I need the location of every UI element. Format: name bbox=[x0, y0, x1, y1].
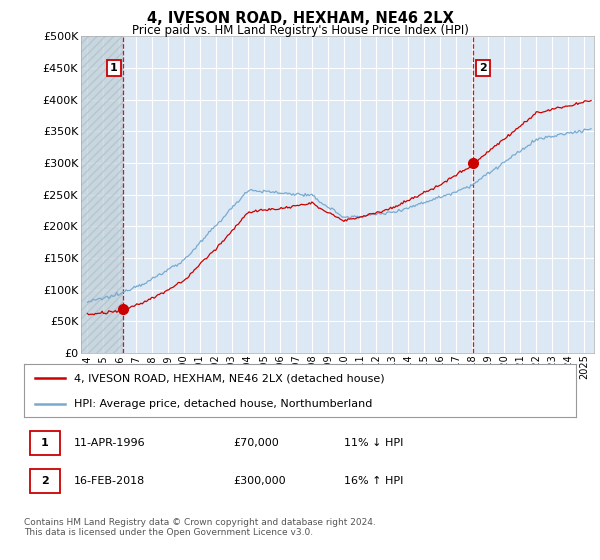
Text: 16% ↑ HPI: 16% ↑ HPI bbox=[344, 476, 404, 486]
Text: 2: 2 bbox=[479, 63, 487, 73]
Text: £300,000: £300,000 bbox=[234, 476, 286, 486]
FancyBboxPatch shape bbox=[29, 469, 60, 493]
Text: 4, IVESON ROAD, HEXHAM, NE46 2LX: 4, IVESON ROAD, HEXHAM, NE46 2LX bbox=[146, 11, 454, 26]
Text: 11% ↓ HPI: 11% ↓ HPI bbox=[344, 438, 404, 448]
Text: 2: 2 bbox=[41, 476, 49, 486]
Text: 11-APR-1996: 11-APR-1996 bbox=[74, 438, 145, 448]
Text: £70,000: £70,000 bbox=[234, 438, 280, 448]
Text: 1: 1 bbox=[110, 63, 118, 73]
Text: 4, IVESON ROAD, HEXHAM, NE46 2LX (detached house): 4, IVESON ROAD, HEXHAM, NE46 2LX (detach… bbox=[74, 374, 385, 384]
Text: HPI: Average price, detached house, Northumberland: HPI: Average price, detached house, Nort… bbox=[74, 399, 372, 409]
Text: 16-FEB-2018: 16-FEB-2018 bbox=[74, 476, 145, 486]
Bar bbox=[79, 36, 124, 353]
FancyBboxPatch shape bbox=[29, 431, 60, 455]
Text: Price paid vs. HM Land Registry's House Price Index (HPI): Price paid vs. HM Land Registry's House … bbox=[131, 24, 469, 36]
Text: 1: 1 bbox=[41, 438, 49, 448]
Text: Contains HM Land Registry data © Crown copyright and database right 2024.
This d: Contains HM Land Registry data © Crown c… bbox=[24, 518, 376, 538]
